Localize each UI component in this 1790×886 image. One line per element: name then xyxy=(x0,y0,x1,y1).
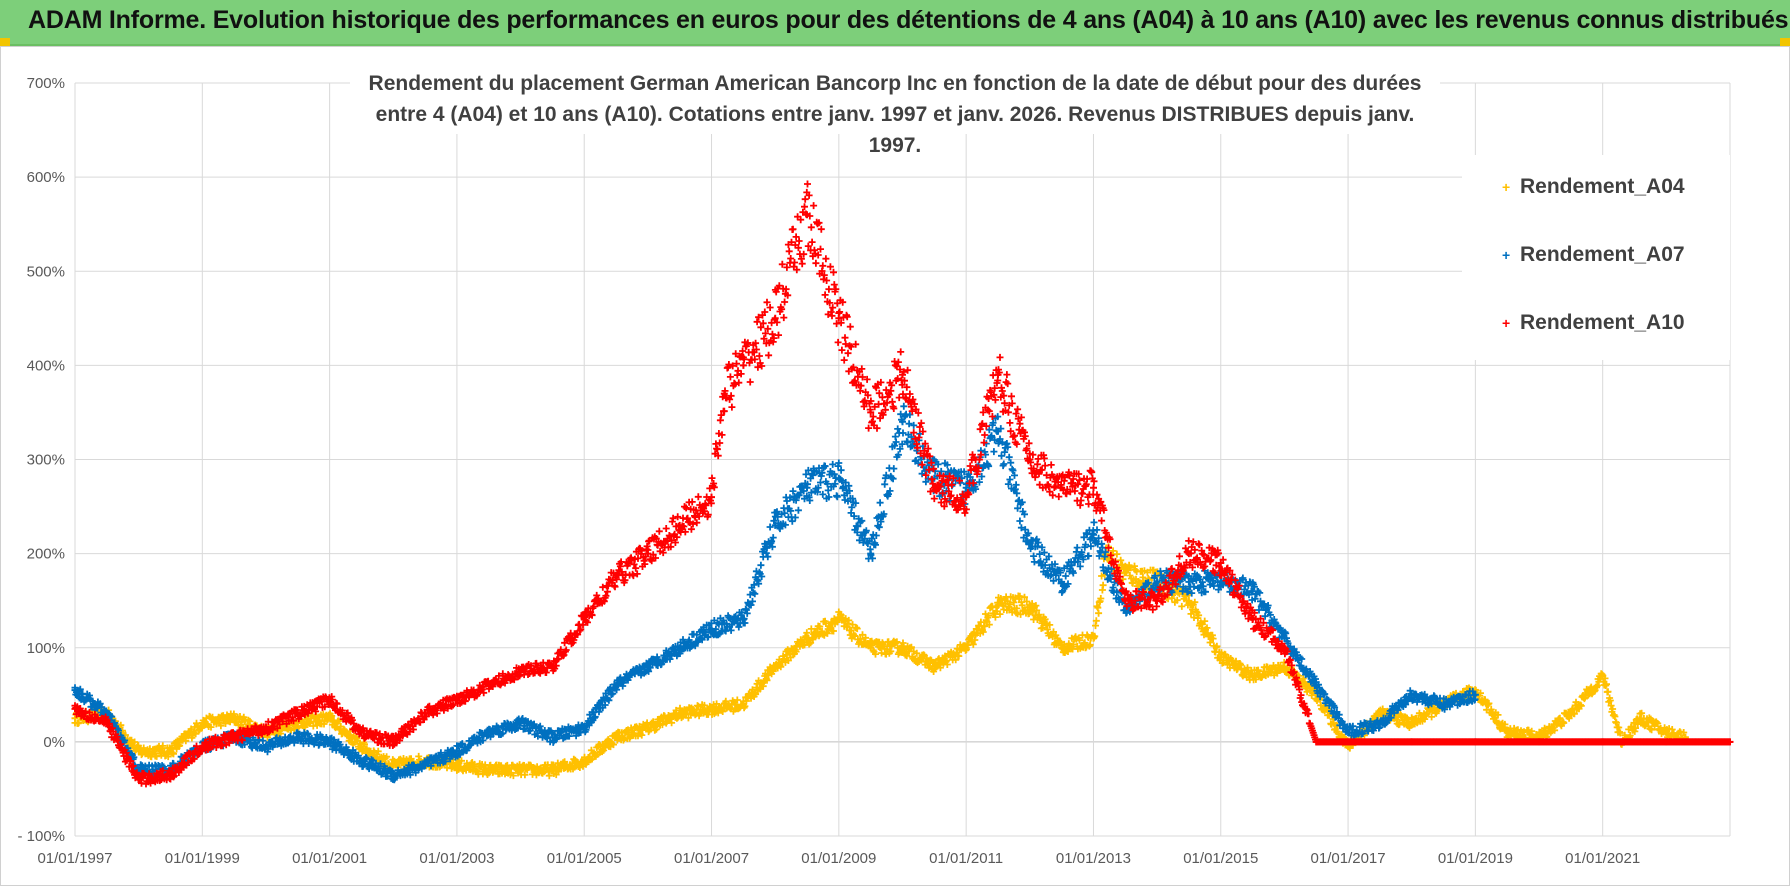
data-point xyxy=(892,438,900,446)
y-tick-label: 200% xyxy=(27,546,65,563)
banner-accent-left xyxy=(0,38,10,46)
data-point xyxy=(751,590,759,598)
data-point xyxy=(1093,526,1101,534)
data-point xyxy=(990,448,998,456)
x-tick-label: 01/01/2015 xyxy=(1183,850,1258,867)
data-point xyxy=(830,627,837,635)
data-point xyxy=(383,753,391,761)
data-point xyxy=(509,772,517,780)
data-point xyxy=(521,771,529,779)
data-point xyxy=(853,625,861,633)
data-point xyxy=(599,583,607,591)
data-point xyxy=(757,561,765,569)
y-tick-label: 100% xyxy=(27,640,65,657)
data-point xyxy=(881,480,889,488)
data-point xyxy=(733,696,741,704)
data-point xyxy=(728,403,736,411)
data-point xyxy=(684,714,692,722)
data-point xyxy=(75,719,83,727)
data-point xyxy=(159,742,167,750)
x-tick-label: 01/01/2021 xyxy=(1565,850,1640,867)
data-point xyxy=(722,697,730,705)
data-point xyxy=(335,717,342,725)
data-point xyxy=(1006,476,1014,483)
data-point xyxy=(894,425,902,433)
x-tick-label: 01/01/2019 xyxy=(1438,850,1513,867)
data-point xyxy=(1007,459,1015,467)
data-point xyxy=(246,717,254,725)
data-point xyxy=(374,747,382,755)
data-point xyxy=(217,722,225,730)
data-point xyxy=(833,493,841,501)
data-point xyxy=(458,757,465,765)
data-point xyxy=(1095,609,1103,617)
data-point xyxy=(207,723,215,731)
data-point xyxy=(610,741,617,749)
data-point xyxy=(794,506,802,514)
data-point xyxy=(876,499,884,507)
x-tick-label: 01/01/2007 xyxy=(674,850,749,867)
data-point xyxy=(1604,688,1612,696)
data-point xyxy=(890,465,898,473)
header-banner: ADAM Informe. Evolution historique des p… xyxy=(0,0,1790,46)
x-tick-label: 01/01/2003 xyxy=(419,850,494,867)
x-tick-label: 01/01/2013 xyxy=(1056,850,1131,867)
x-tick-label: 01/01/2001 xyxy=(292,850,367,867)
data-point xyxy=(674,513,682,521)
data-point xyxy=(726,373,734,381)
data-point xyxy=(746,378,754,386)
data-point xyxy=(763,676,771,684)
y-tick-label: 600% xyxy=(27,169,65,186)
page-title: ADAM Informe. Evolution historique des p… xyxy=(28,6,1789,34)
data-point xyxy=(1011,471,1018,479)
data-point xyxy=(816,623,824,630)
data-point xyxy=(700,701,708,709)
data-point xyxy=(655,527,663,535)
data-point xyxy=(1062,572,1070,580)
x-tick-label: 01/01/2009 xyxy=(801,850,876,867)
data-point xyxy=(900,402,908,410)
data-point xyxy=(755,352,763,360)
data-point xyxy=(1016,517,1024,525)
data-point xyxy=(662,525,670,532)
x-tick-label: 01/01/1999 xyxy=(165,850,240,867)
y-tick-label: - 100% xyxy=(17,828,65,845)
y-tick-label: 500% xyxy=(27,263,65,280)
y-tick-label: 300% xyxy=(27,452,65,469)
data-point xyxy=(735,623,743,631)
data-point xyxy=(545,772,553,780)
x-tick-label: 01/01/2005 xyxy=(547,850,622,867)
data-point xyxy=(153,752,161,760)
data-point xyxy=(807,625,815,633)
data-point xyxy=(187,725,195,733)
data-point xyxy=(1073,544,1081,552)
banner-accent-right xyxy=(1780,38,1790,46)
x-tick-label: 01/01/2011 xyxy=(929,850,1003,867)
data-point xyxy=(1190,583,1198,591)
x-tick-label: 01/01/2017 xyxy=(1311,850,1386,867)
data-point xyxy=(1178,602,1186,610)
data-point xyxy=(764,553,772,561)
x-tick-label: 01/01/1997 xyxy=(37,850,112,867)
data-point xyxy=(131,738,139,746)
data-point xyxy=(182,737,190,745)
data-point xyxy=(672,706,680,714)
data-point xyxy=(176,742,184,749)
data-point xyxy=(1090,518,1098,526)
data-point xyxy=(117,721,125,729)
data-point xyxy=(753,318,761,326)
data-point xyxy=(1009,467,1017,474)
y-tick-label: 400% xyxy=(27,357,65,374)
data-point xyxy=(694,493,702,501)
data-point xyxy=(668,719,676,727)
data-point xyxy=(1099,581,1107,589)
data-point xyxy=(789,487,797,495)
y-tick-label: 0% xyxy=(43,734,65,751)
y-tick-label: 700% xyxy=(27,75,65,92)
